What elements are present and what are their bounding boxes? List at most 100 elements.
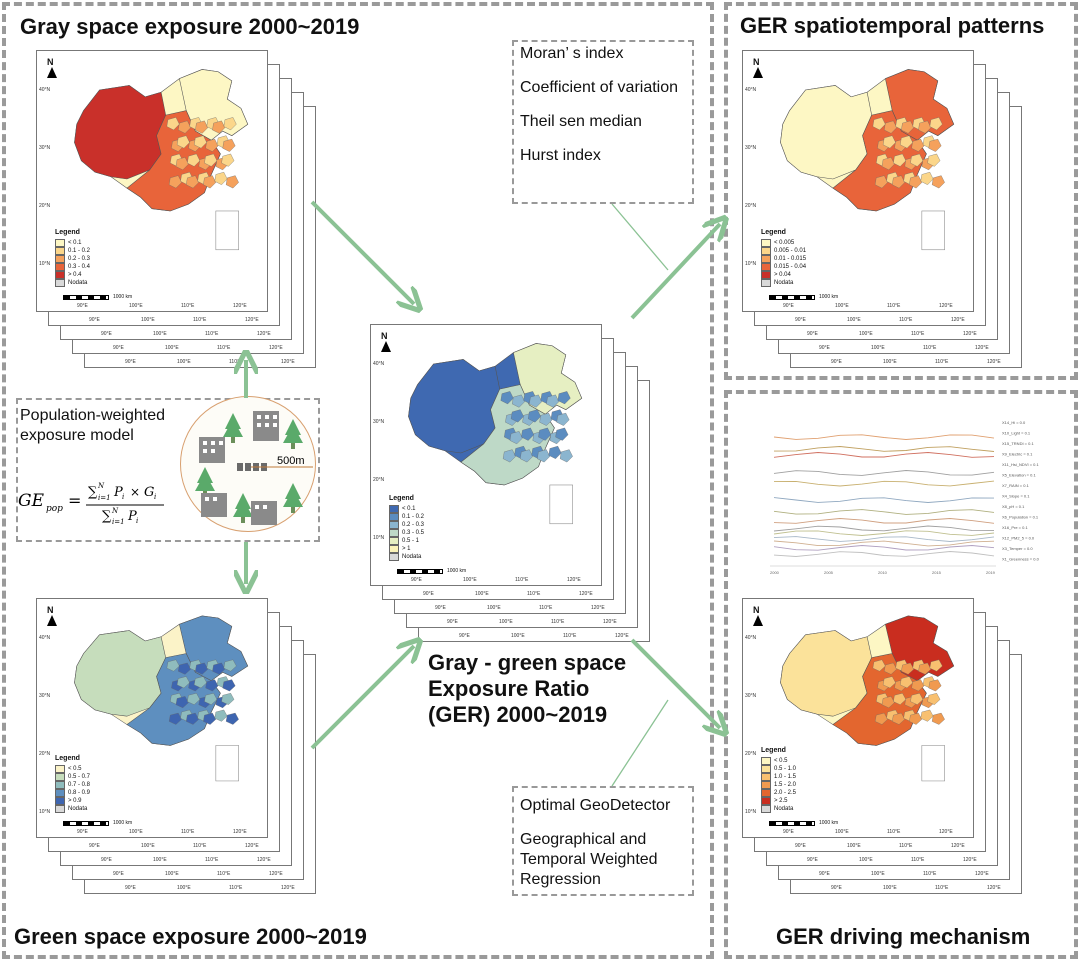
factor-series-line	[773, 434, 995, 440]
legend-swatch	[761, 797, 771, 805]
map-county	[512, 394, 525, 408]
tree-icon	[195, 413, 303, 523]
lon-tick-label: 90°E	[89, 843, 100, 849]
chart-legend-entry: X7_RAIN = 0.1	[1002, 483, 1030, 488]
method-theil-sen: Theil sen median	[520, 113, 642, 130]
map-county	[178, 120, 191, 134]
legend-entry: 0.5 - 1	[389, 537, 424, 545]
svg-text:∑: ∑	[102, 509, 112, 524]
lon-tick-label: 110°E	[899, 843, 913, 849]
factor-series-line	[773, 480, 995, 487]
lon-tick-label: 90°E	[459, 633, 470, 639]
lat-tick-label: 20°N	[39, 751, 51, 757]
legend-label: 0.8 - 0.9	[68, 790, 91, 796]
lon-tick-label: 100°E	[883, 885, 897, 891]
map-county	[214, 709, 228, 722]
map-county	[205, 138, 219, 152]
map-county	[927, 693, 941, 705]
map-county	[203, 712, 217, 725]
driving-title: GER driving mechanism	[776, 924, 1031, 949]
map-county	[881, 157, 895, 171]
legend-entry: 0.7 - 0.8	[55, 781, 90, 789]
map-county	[920, 709, 934, 722]
ger-label-line1: Gray - green space	[428, 650, 627, 675]
lon-tick-label: 90°E	[819, 345, 830, 351]
map-county	[222, 679, 236, 692]
chart-legend-entry: X10_Light = 0.1	[1002, 431, 1031, 436]
legend-swatch	[55, 239, 65, 247]
formula-lhs: GE	[18, 491, 45, 511]
legend-label: > 0.4	[68, 272, 82, 278]
south-china-sea-inset	[215, 745, 239, 782]
ger-map-sheet: N 40°N 30°N 20°N 10°N 90°E 100°E 110°E 120°E Lege…	[370, 324, 602, 586]
arrow-gray-to-ger	[310, 200, 414, 304]
lon-tick-label: 110°E	[527, 591, 541, 597]
lon-tick-label: 110°E	[217, 345, 231, 351]
buffer-illustration: 500m	[195, 411, 313, 525]
map-county	[557, 391, 571, 405]
legend-label: 1.5 - 2.0	[774, 782, 797, 788]
buffer-radius-label: 500m	[277, 455, 305, 467]
legend-entry: Nodata	[761, 805, 796, 813]
legend-label: 0.01 - 0.015	[774, 256, 807, 262]
svg-text:i: i	[136, 517, 138, 525]
legend-swatch	[55, 247, 65, 255]
legend-entry: Nodata	[55, 805, 90, 813]
legend-entry: > 0.9	[55, 797, 90, 805]
legend-entry: 0.5 - 1.0	[761, 765, 796, 773]
map-county	[193, 135, 207, 149]
lat-tick-label: 10°N	[39, 809, 51, 815]
legend-entry: 0.015 - 0.04	[761, 263, 806, 271]
map-county	[510, 409, 524, 423]
map-county	[502, 449, 516, 463]
chart-legend-entry: X15_TRNDI = 0.1	[1002, 441, 1034, 446]
method-morans-index: Moran’ s index	[520, 45, 624, 62]
scale-label: 1000 km	[819, 294, 839, 300]
driving-factor-lines: 2000 2005 2010 2015 2019 X14_Hi = 0.0 X10_Ligh…	[770, 420, 1040, 575]
lon-tick-label: 120°E	[951, 317, 965, 323]
legend-entry: 0.005 - 0.01	[761, 247, 806, 255]
formula-lhs-sub: pop	[46, 504, 63, 514]
legend-label: > 2.5	[774, 798, 788, 804]
lon-tick-label: 90°E	[89, 317, 100, 323]
lon-tick-label: 120°E	[975, 871, 989, 877]
model-label-line1: Population-weighted	[20, 407, 165, 424]
legend-entry: 0.5 - 0.7	[55, 773, 90, 781]
legend-swatch	[761, 279, 771, 287]
left-panel-frame	[2, 2, 714, 959]
legend-swatch	[761, 805, 771, 813]
legend-swatch	[55, 773, 65, 781]
lon-tick-label: 100°E	[883, 359, 897, 365]
chart-legend-entry: X4_Slope = 0.1	[1002, 494, 1030, 499]
map-county	[920, 171, 934, 185]
lat-tick-label: 10°N	[373, 535, 385, 541]
south-china-sea-inset	[921, 210, 945, 251]
north-label: N	[753, 57, 760, 67]
map-county	[910, 153, 924, 167]
lon-tick-label: 120°E	[987, 885, 1001, 891]
map-county	[537, 449, 551, 463]
svg-text:∑: ∑	[88, 485, 98, 500]
map-legend: Legend < 0.1 0.1 - 0.2 0.2 - 0.3 0.3 - 0.5 0.…	[389, 495, 424, 561]
map-county	[918, 662, 932, 675]
map-county	[187, 153, 201, 167]
legend-swatch	[389, 529, 399, 537]
legend-swatch	[389, 553, 399, 561]
lon-tick-label: 90°E	[125, 359, 136, 365]
chart-legend-entry: X9_Electric = 0.1	[1002, 452, 1033, 457]
map-county	[872, 659, 886, 672]
arrow-ger-to-patterns	[630, 224, 720, 320]
svg-text:P: P	[113, 485, 123, 500]
lon-tick-label: 90°E	[113, 345, 124, 351]
lon-tick-label: 120°E	[987, 359, 1001, 365]
buffer-circle: 500m	[180, 396, 316, 532]
lon-tick-label: 100°E	[153, 331, 167, 337]
lon-tick-label: 120°E	[269, 871, 283, 877]
lon-tick-label: 110°E	[563, 633, 577, 639]
legend-label: > 0.04	[774, 272, 791, 278]
map-county	[204, 153, 218, 167]
legend-swatch	[389, 545, 399, 553]
lon-tick-label: 120°E	[615, 633, 629, 639]
legend-entry: 2.0 - 2.5	[761, 789, 796, 797]
legend-entry: < 0.1	[389, 505, 424, 513]
